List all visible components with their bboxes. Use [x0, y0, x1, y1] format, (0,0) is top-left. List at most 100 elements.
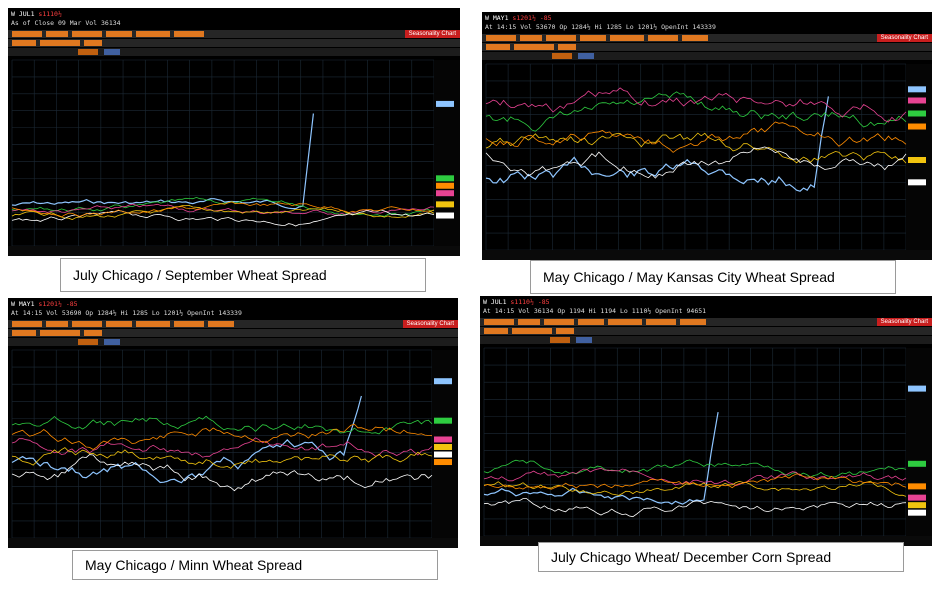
toolbar-button[interactable]	[12, 330, 36, 336]
toolbar-button[interactable]	[648, 35, 678, 41]
toolbar-row	[8, 338, 458, 346]
header-line-2: At 14:15 Vol 53690 Op 1284½ Hi 1285 Lo 1…	[11, 309, 242, 317]
toolbar-button[interactable]	[552, 53, 572, 59]
toolbar-button[interactable]	[580, 35, 606, 41]
toolbar-button[interactable]	[578, 319, 604, 325]
toolbar-button[interactable]	[12, 31, 42, 37]
toolbar-button[interactable]	[174, 31, 204, 37]
header-line-2: At 14:15 Vol 36134 Op 1194 Hi 1194 Lo 11…	[483, 307, 707, 315]
toolbar-button[interactable]	[520, 35, 542, 41]
series-line-0	[483, 411, 719, 505]
series-line-3	[11, 205, 435, 221]
toolbar-button[interactable]	[484, 328, 508, 334]
toolbar-button[interactable]	[208, 321, 234, 327]
toolbar-button[interactable]	[486, 44, 510, 50]
toolbar-button[interactable]	[106, 321, 132, 327]
series-line-4	[485, 146, 907, 179]
toolbar-button[interactable]	[174, 321, 204, 327]
series-value-tag	[434, 417, 452, 424]
caption-text: July Chicago / September Wheat Spread	[73, 267, 327, 283]
series-line-3	[483, 480, 907, 497]
toolbar-button[interactable]	[680, 319, 706, 325]
toolbar-button[interactable]	[576, 337, 592, 343]
header-line-1: W JUL1 s1110½ -85	[483, 298, 550, 306]
toolbar-button[interactable]	[646, 319, 676, 325]
toolbar-row	[482, 43, 932, 51]
toolbar-button[interactable]	[518, 319, 540, 325]
toolbar-button[interactable]	[46, 321, 68, 327]
toolbar-button[interactable]	[608, 319, 642, 325]
series-line-3	[11, 447, 433, 469]
toolbar-button[interactable]	[84, 40, 102, 46]
caption-box: July Chicago Wheat/ December Corn Spread	[538, 542, 904, 572]
toolbar-button[interactable]	[40, 330, 80, 336]
series-value-tag	[908, 483, 926, 490]
toolbar-button[interactable]	[136, 321, 170, 327]
seasonality-chart-label[interactable]: Seasonality Chart	[876, 318, 932, 326]
series-value-tag	[434, 459, 452, 466]
toolbar-button[interactable]	[12, 40, 36, 46]
toolbar-button[interactable]	[550, 337, 570, 343]
toolbar-row	[8, 48, 460, 56]
toolbar-row: Seasonality Chart	[480, 318, 932, 326]
seasonality-chart-label[interactable]: Seasonality Chart	[404, 30, 460, 38]
series-line-3	[485, 132, 907, 164]
toolbar-button[interactable]	[610, 35, 644, 41]
toolbar-button[interactable]	[72, 31, 102, 37]
toolbar-button[interactable]	[106, 31, 132, 37]
toolbar-button[interactable]	[104, 49, 120, 55]
caption-text: May Chicago / May Kansas City Wheat Spre…	[543, 269, 835, 285]
x-axis-area	[8, 538, 458, 548]
header-line-2: As of Close 09 Mar Vol 36134	[11, 19, 121, 27]
series-value-tag	[436, 201, 454, 208]
toolbar-button[interactable]	[486, 35, 516, 41]
toolbar-button[interactable]	[46, 31, 68, 37]
series-value-tag	[908, 385, 926, 392]
toolbar-button[interactable]	[78, 49, 98, 55]
toolbar-button[interactable]	[104, 339, 120, 345]
price-label: s1201½	[512, 14, 536, 22]
toolbar-button[interactable]	[78, 339, 98, 345]
toolbar-button[interactable]	[136, 31, 170, 37]
series-line-4	[483, 498, 907, 518]
series-value-tag	[908, 86, 926, 93]
series-value-tag	[908, 509, 926, 516]
chart-panel-may-chicago-may-kc-wheat: W MAY1 s1201½ -85 At 14:15 Vol 53670 Op …	[482, 12, 932, 260]
toolbar-button[interactable]	[544, 319, 574, 325]
series-line-5	[483, 473, 907, 490]
toolbar-button[interactable]	[682, 35, 708, 41]
caption-box: May Chicago / Minn Wheat Spread	[72, 550, 438, 580]
series-line-0	[485, 96, 829, 192]
x-axis-area	[8, 246, 460, 256]
chart-panel-july-chicago-wheat-dec-corn: W JUL1 s1110½ -85 At 14:15 Vol 36134 Op …	[480, 296, 932, 546]
series-value-tag	[908, 97, 926, 104]
series-line-1	[11, 196, 435, 217]
toolbar-button[interactable]	[40, 40, 80, 46]
toolbar-button[interactable]	[556, 328, 574, 334]
header-line-1: W MAY1 s1201½ -85	[485, 14, 552, 22]
caption-text: July Chicago Wheat/ December Corn Spread	[551, 549, 832, 565]
series-value-tag	[436, 212, 454, 219]
toolbar-button[interactable]	[484, 319, 514, 325]
toolbar-button[interactable]	[72, 321, 102, 327]
caption-box: July Chicago / September Wheat Spread	[60, 258, 426, 292]
seasonal-chart	[482, 63, 932, 260]
ticker-label: W MAY1	[11, 300, 35, 308]
toolbar-row: Seasonality Chart	[482, 34, 932, 42]
seasonality-chart-label[interactable]: Seasonality Chart	[402, 320, 458, 328]
toolbar-button[interactable]	[512, 328, 552, 334]
toolbar-button[interactable]	[514, 44, 554, 50]
caption-box: May Chicago / May Kansas City Wheat Spre…	[530, 260, 896, 294]
toolbar-row	[480, 327, 932, 335]
toolbar-button[interactable]	[546, 35, 576, 41]
change-label: -85	[537, 298, 550, 306]
price-label: s1110½	[510, 298, 534, 306]
caption-text: May Chicago / Minn Wheat Spread	[85, 557, 303, 573]
toolbar-button[interactable]	[558, 44, 576, 50]
toolbar-button[interactable]	[84, 330, 102, 336]
seasonality-chart-label[interactable]: Seasonality Chart	[876, 34, 932, 42]
toolbar-button[interactable]	[12, 321, 42, 327]
toolbar-button[interactable]	[578, 53, 594, 59]
series-line-5	[11, 423, 433, 450]
ticker-label: W JUL1	[11, 10, 35, 18]
